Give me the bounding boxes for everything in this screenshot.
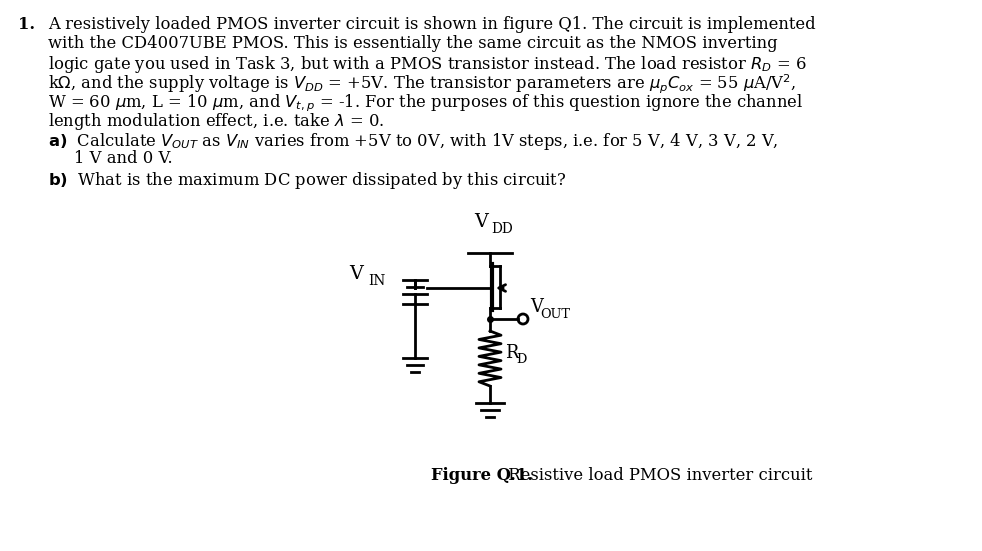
Text: length modulation effect, i.e. take $\lambda$ = 0.: length modulation effect, i.e. take $\la… (48, 111, 384, 132)
Text: 1.: 1. (18, 16, 35, 33)
Text: Resistive load PMOS inverter circuit: Resistive load PMOS inverter circuit (503, 467, 812, 484)
Text: R: R (505, 344, 518, 363)
Text: IN: IN (368, 274, 385, 288)
Text: W = 60 $\mu$m, L = 10 $\mu$m, and $V_{t,p}$ = -1. For the purposes of this quest: W = 60 $\mu$m, L = 10 $\mu$m, and $V_{t,… (48, 92, 803, 114)
Text: A resistively loaded PMOS inverter circuit is shown in figure Q1. The circuit is: A resistively loaded PMOS inverter circu… (48, 16, 816, 33)
Text: $\mathbf{a)}$  Calculate $V_{OUT}$ as $V_{IN}$ varies from +5V to 0V, with 1V st: $\mathbf{a)}$ Calculate $V_{OUT}$ as $V_… (48, 131, 779, 152)
Text: $\mathbf{b)}$  What is the maximum DC power dissipated by this circuit?: $\mathbf{b)}$ What is the maximum DC pow… (48, 170, 567, 191)
Text: V: V (530, 298, 543, 316)
Text: V: V (350, 265, 363, 283)
Text: logic gate you used in Task 3, but with a PMOS transistor instead. The load resi: logic gate you used in Task 3, but with … (48, 54, 806, 75)
Text: V: V (474, 213, 488, 231)
Text: k$\Omega$, and the supply voltage is $V_{DD}$ = +5V. The transistor parameters a: k$\Omega$, and the supply voltage is $V_… (48, 73, 796, 96)
Text: D: D (516, 353, 526, 366)
Text: Figure Q.1.: Figure Q.1. (431, 467, 533, 484)
Text: DD: DD (491, 222, 513, 236)
Text: 1 V and 0 V.: 1 V and 0 V. (74, 150, 173, 167)
Text: with the CD4007UBE PMOS. This is essentially the same circuit as the NMOS invert: with the CD4007UBE PMOS. This is essenti… (48, 35, 778, 52)
Text: OUT: OUT (540, 308, 570, 321)
